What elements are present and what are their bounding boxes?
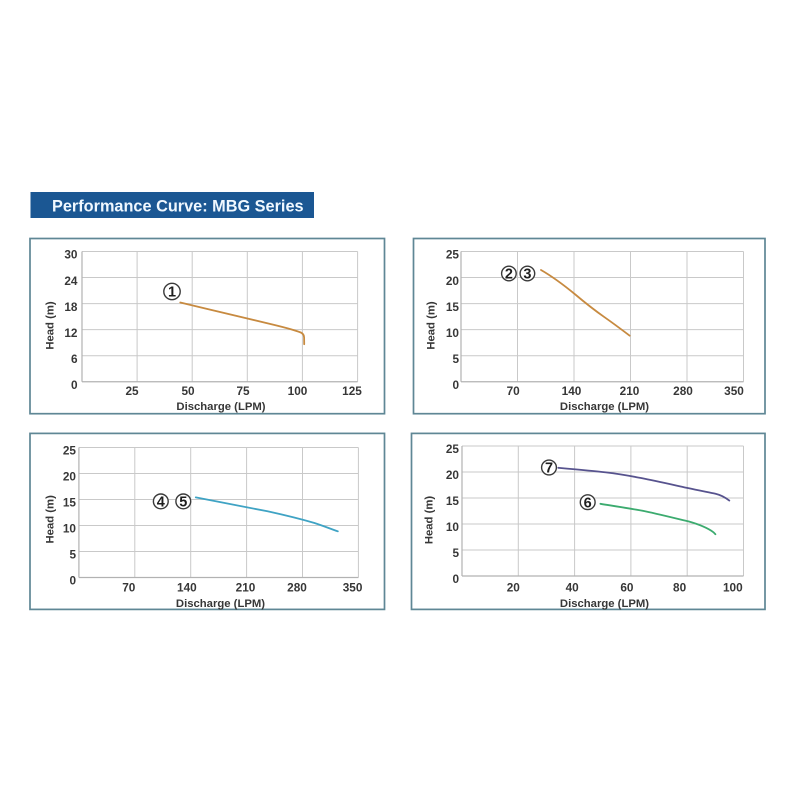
svg-text:10: 10 — [446, 520, 460, 534]
svg-text:280: 280 — [287, 580, 307, 594]
svg-text:10: 10 — [63, 522, 77, 536]
svg-text:350: 350 — [724, 384, 744, 398]
svg-text:6: 6 — [584, 495, 592, 511]
svg-text:100: 100 — [288, 384, 308, 398]
svg-text:Head (m): Head (m) — [44, 495, 56, 544]
svg-text:4: 4 — [157, 495, 165, 511]
svg-text:Head (m): Head (m) — [426, 301, 438, 350]
svg-text:125: 125 — [342, 384, 362, 398]
svg-text:20: 20 — [446, 274, 460, 288]
svg-text:6: 6 — [71, 352, 78, 366]
svg-text:15: 15 — [446, 494, 460, 508]
svg-text:15: 15 — [63, 496, 77, 510]
svg-text:15: 15 — [446, 300, 460, 314]
svg-text:30: 30 — [64, 248, 78, 262]
svg-text:70: 70 — [507, 384, 521, 398]
svg-text:2: 2 — [505, 267, 513, 283]
svg-text:50: 50 — [181, 384, 195, 398]
svg-text:25: 25 — [446, 248, 460, 262]
svg-text:Performance Curve: MBG Series: Performance Curve: MBG Series — [52, 198, 304, 216]
svg-text:60: 60 — [620, 580, 634, 594]
svg-text:280: 280 — [673, 384, 693, 398]
svg-text:0: 0 — [452, 572, 459, 586]
svg-text:Discharge (LPM): Discharge (LPM) — [560, 598, 649, 610]
svg-text:0: 0 — [452, 378, 459, 392]
svg-text:210: 210 — [620, 384, 640, 398]
svg-text:5: 5 — [69, 548, 76, 562]
svg-text:18: 18 — [64, 300, 78, 314]
svg-text:75: 75 — [236, 384, 250, 398]
svg-text:5: 5 — [179, 495, 187, 511]
svg-text:3: 3 — [523, 267, 531, 283]
svg-text:12: 12 — [64, 326, 78, 340]
svg-text:40: 40 — [566, 580, 580, 594]
svg-text:10: 10 — [446, 326, 460, 340]
svg-text:5: 5 — [452, 546, 459, 560]
svg-text:0: 0 — [69, 574, 76, 588]
svg-text:20: 20 — [63, 470, 77, 484]
svg-text:140: 140 — [177, 580, 197, 594]
svg-text:70: 70 — [122, 580, 136, 594]
svg-text:1: 1 — [168, 285, 176, 301]
svg-text:Head (m): Head (m) — [44, 301, 56, 350]
svg-text:Head (m): Head (m) — [424, 496, 436, 545]
svg-text:25: 25 — [63, 444, 77, 458]
svg-text:20: 20 — [446, 468, 460, 482]
svg-text:Discharge (LPM): Discharge (LPM) — [176, 598, 265, 610]
svg-text:5: 5 — [452, 352, 459, 366]
svg-text:140: 140 — [562, 384, 582, 398]
svg-text:0: 0 — [71, 378, 78, 392]
svg-text:100: 100 — [723, 580, 743, 594]
svg-text:7: 7 — [545, 461, 553, 477]
svg-text:20: 20 — [507, 580, 521, 594]
svg-text:25: 25 — [446, 442, 460, 456]
svg-text:Discharge (LPM): Discharge (LPM) — [176, 401, 265, 413]
svg-text:350: 350 — [343, 580, 363, 594]
svg-text:25: 25 — [125, 384, 139, 398]
svg-text:Discharge (LPM): Discharge (LPM) — [560, 401, 649, 413]
svg-text:24: 24 — [64, 274, 78, 288]
svg-text:80: 80 — [673, 580, 687, 594]
svg-text:210: 210 — [236, 580, 256, 594]
